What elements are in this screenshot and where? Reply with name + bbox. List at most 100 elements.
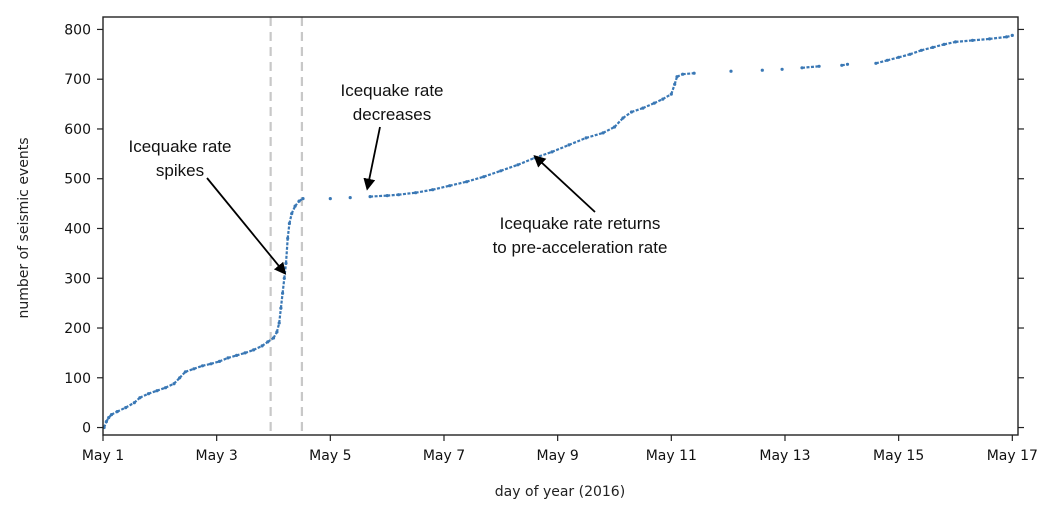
data-segment bbox=[682, 72, 695, 76]
y-tick-label: 200 bbox=[64, 321, 91, 337]
data-segment bbox=[288, 213, 293, 224]
data-segment bbox=[178, 371, 187, 379]
data-segment bbox=[534, 150, 553, 159]
data-segment bbox=[227, 354, 237, 359]
annotation-arrow bbox=[533, 154, 596, 213]
data-segment bbox=[267, 337, 275, 343]
data-segment bbox=[483, 169, 502, 178]
data-segment bbox=[653, 98, 664, 105]
data-segment bbox=[133, 396, 141, 404]
data-segment bbox=[272, 331, 278, 339]
data-point bbox=[729, 69, 733, 73]
y-tick-label: 600 bbox=[64, 122, 91, 138]
data-segment bbox=[125, 401, 135, 409]
y-tick-label: 300 bbox=[64, 271, 91, 287]
data-segment bbox=[202, 362, 212, 367]
x-axis: May 1 May 3 May 5 May 7 May 9 May 11 May 13 May… bbox=[82, 435, 1038, 464]
plot-frame bbox=[102, 16, 1019, 436]
data-segment bbox=[103, 421, 108, 428]
data-segment bbox=[298, 197, 304, 203]
data-segment bbox=[642, 102, 655, 110]
plot-area bbox=[102, 17, 1014, 435]
data-segment bbox=[415, 188, 433, 194]
data-segment bbox=[370, 194, 388, 198]
data-segment bbox=[602, 126, 616, 134]
data-segment bbox=[898, 53, 911, 59]
data-segment bbox=[673, 76, 679, 85]
y-axis-label: number of seismic events bbox=[16, 138, 32, 319]
data-segment bbox=[622, 111, 633, 119]
data-segment bbox=[921, 46, 934, 52]
data-segment bbox=[943, 40, 956, 46]
y-axis: 0 100 200 300 400 500 600 700 800 bbox=[64, 22, 1024, 437]
data-segment bbox=[432, 184, 450, 191]
data-segment bbox=[193, 364, 203, 370]
y-tick-label: 800 bbox=[64, 22, 91, 38]
x-tick-label: May 13 bbox=[759, 448, 810, 464]
data-segment bbox=[253, 344, 263, 351]
data-segment bbox=[290, 205, 297, 215]
data-segment bbox=[972, 37, 990, 42]
data-segment bbox=[989, 35, 1007, 40]
x-tick-label: May 3 bbox=[196, 448, 238, 464]
data-segment bbox=[466, 175, 485, 183]
data-segment bbox=[286, 223, 291, 239]
data-segment bbox=[387, 193, 399, 197]
y-tick-label: 500 bbox=[64, 172, 91, 188]
data-segment bbox=[244, 348, 254, 354]
data-segment bbox=[185, 367, 195, 373]
data-segment bbox=[173, 377, 181, 385]
data-segment bbox=[613, 117, 624, 128]
data-segment bbox=[841, 63, 848, 67]
data-segment bbox=[568, 136, 587, 146]
data-segment bbox=[670, 83, 676, 95]
data-segment bbox=[165, 382, 175, 389]
annotation-text: to pre-acceleration rate bbox=[493, 238, 668, 257]
y-tick-label: 0 bbox=[82, 421, 91, 437]
annotation-1: Icequake rate spikes bbox=[128, 137, 287, 275]
data-segment bbox=[294, 200, 300, 207]
x-tick-label: May 17 bbox=[987, 448, 1038, 464]
data-segment bbox=[281, 278, 286, 294]
annotations: Icequake rate spikes Icequake rate decrease… bbox=[128, 81, 668, 275]
data-segment bbox=[909, 49, 922, 56]
annotation-text: spikes bbox=[156, 161, 204, 180]
x-tick-label: May 11 bbox=[646, 448, 697, 464]
data-segment bbox=[284, 238, 289, 264]
data-point bbox=[348, 196, 352, 200]
data-segment bbox=[676, 73, 684, 78]
y-tick-label: 100 bbox=[64, 371, 91, 387]
data-segment bbox=[116, 406, 127, 413]
data-segment bbox=[801, 65, 820, 69]
data-segment bbox=[1006, 34, 1013, 38]
data-segment bbox=[551, 143, 570, 153]
annotation-text: decreases bbox=[353, 105, 431, 124]
data-segment bbox=[631, 107, 644, 114]
data-segment bbox=[875, 59, 888, 65]
data-segment bbox=[279, 293, 284, 309]
annotation-text: Icequake rate bbox=[340, 81, 443, 100]
data-segment bbox=[449, 180, 467, 187]
data-segment bbox=[887, 56, 899, 62]
annotation-3: Icequake rate returns to pre-acceleration… bbox=[493, 154, 668, 257]
data-segment bbox=[278, 307, 282, 324]
data-segment bbox=[219, 356, 229, 363]
y-tick-label: 700 bbox=[64, 72, 91, 88]
data-segment bbox=[662, 93, 672, 101]
x-axis-label: day of year (2016) bbox=[495, 484, 625, 500]
annotation-arrow bbox=[206, 177, 287, 275]
x-tick-label: May 7 bbox=[423, 448, 465, 464]
data-point bbox=[328, 197, 332, 201]
data-segment bbox=[517, 156, 536, 166]
annotation-text: Icequake rate bbox=[128, 137, 231, 156]
data-segment bbox=[107, 413, 113, 419]
data-segment bbox=[585, 131, 604, 139]
data-segment bbox=[955, 39, 973, 43]
annotation-text: Icequake rate returns bbox=[500, 214, 661, 233]
y-tick-label: 400 bbox=[64, 221, 91, 237]
x-tick-label: May 5 bbox=[309, 448, 351, 464]
data-segment bbox=[148, 389, 158, 395]
x-tick-label: May 1 bbox=[82, 448, 124, 464]
annotation-arrow bbox=[363, 126, 381, 191]
